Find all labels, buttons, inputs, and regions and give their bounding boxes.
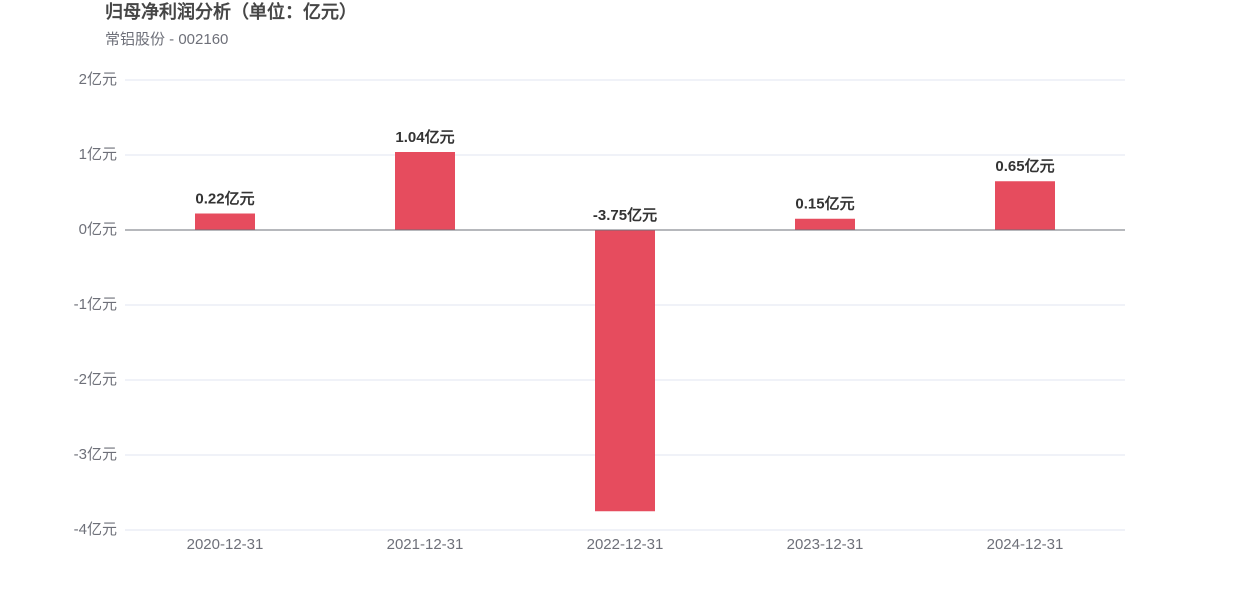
y-tick-label: -3亿元: [74, 446, 117, 463]
y-tick-label: -1亿元: [74, 296, 117, 313]
y-tick-label: 2亿元: [79, 71, 117, 88]
y-tick-label: 0亿元: [79, 221, 117, 238]
x-tick-label: 2020-12-31: [187, 536, 264, 553]
y-tick-label: -4亿元: [74, 521, 117, 538]
x-tick-label: 2021-12-31: [387, 536, 464, 553]
value-label: -3.75亿元: [593, 206, 657, 224]
chart-subtitle: 常铝股份 - 002160: [105, 31, 228, 48]
y-tick-label: 1亿元: [79, 146, 117, 163]
value-label: 1.04亿元: [395, 128, 454, 146]
bar: [995, 181, 1055, 230]
bar: [195, 213, 255, 230]
chart-title: 归母净利润分析（单位：亿元）: [105, 1, 357, 22]
bar: [595, 230, 655, 512]
x-tick-label: 2024-12-31: [987, 536, 1064, 553]
value-label: 0.22亿元: [195, 189, 254, 207]
bar: [395, 152, 455, 230]
y-tick-label: -2亿元: [74, 371, 117, 388]
value-label: 0.15亿元: [795, 195, 854, 213]
value-label: 0.65亿元: [995, 157, 1054, 175]
x-tick-label: 2023-12-31: [787, 536, 864, 553]
bar: [795, 218, 855, 230]
x-tick-label: 2022-12-31: [587, 536, 664, 553]
